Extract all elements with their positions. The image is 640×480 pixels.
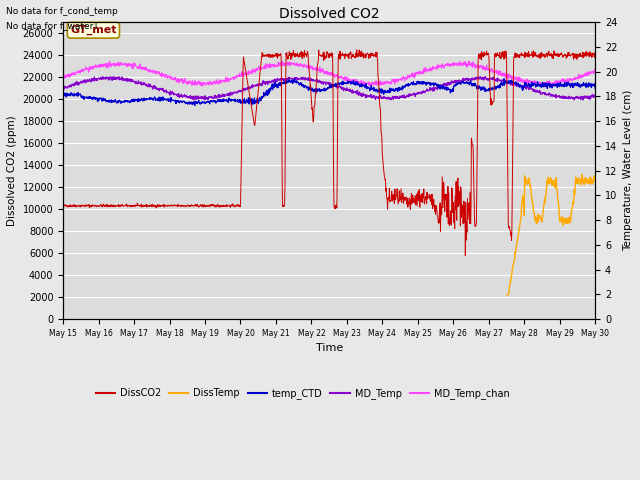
Y-axis label: Dissolved CO2 (ppm): Dissolved CO2 (ppm)	[7, 115, 17, 226]
Y-axis label: Temperature, Water Level (cm): Temperature, Water Level (cm)	[623, 90, 633, 251]
X-axis label: Time: Time	[316, 343, 343, 353]
Legend: DissCO2, DissTemp, temp_CTD, MD_Temp, MD_Temp_chan: DissCO2, DissTemp, temp_CTD, MD_Temp, MD…	[92, 384, 513, 403]
Text: No data for f_cond_temp: No data for f_cond_temp	[6, 7, 118, 16]
Text: GT_met: GT_met	[70, 25, 116, 36]
Text: No data for f_waterT: No data for f_waterT	[6, 22, 99, 31]
Title: Dissolved CO2: Dissolved CO2	[279, 7, 380, 21]
